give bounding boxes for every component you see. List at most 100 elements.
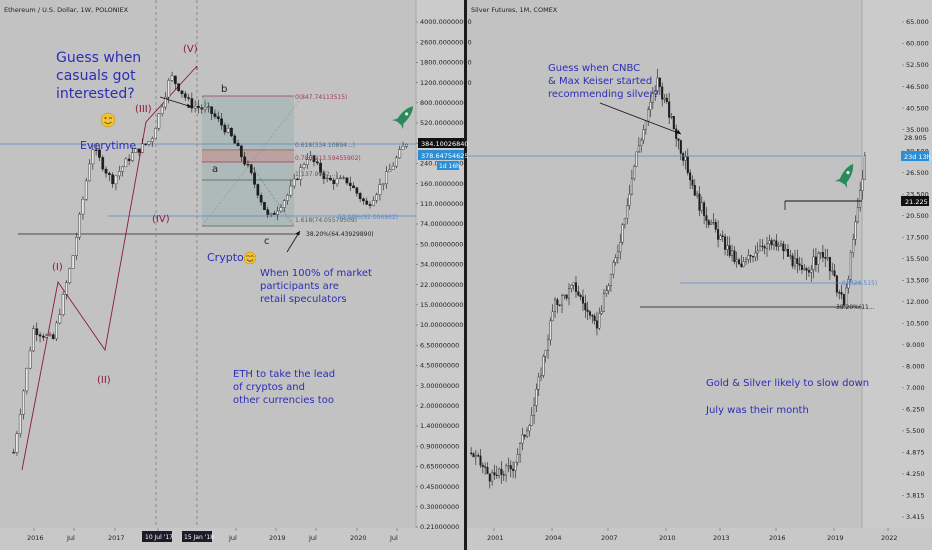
eth-candle-104	[355, 187, 359, 194]
eth-price-candles[interactable]	[12, 71, 408, 456]
left-price-axis[interactable]	[416, 0, 464, 550]
eth-candle-103	[352, 185, 355, 189]
right-y-tick-10: 17.500	[906, 233, 929, 241]
left-y-tick-17: 4.50000000	[420, 362, 459, 370]
left-y-tick-13: 22.00000000	[420, 281, 463, 289]
annotation-market-1: When 100% of market	[260, 268, 372, 279]
eth-candle-81	[279, 207, 283, 212]
eth-candle-36	[131, 152, 134, 161]
silver-candle-21	[519, 443, 522, 455]
silver-candle-94	[689, 172, 692, 181]
eth-candle-21	[81, 198, 85, 215]
silver-candle-132	[777, 244, 780, 247]
annotation-cnbc-1: Guess when CNBC	[548, 63, 640, 74]
eth-candle-113	[385, 171, 388, 184]
left-y-tick-16: 6.50000000	[420, 341, 459, 349]
eth-candle-16	[65, 282, 68, 295]
left-y-tick-25: 0.21000000	[420, 523, 459, 531]
eth-candle-93	[319, 162, 322, 173]
right-y-tick-18: 6.250	[906, 406, 925, 414]
annotation-cnbc-2: & Max Keiser started	[548, 76, 652, 87]
silver-candle-89	[677, 138, 680, 141]
silver-candle-148	[814, 256, 817, 265]
silver-candle-116	[740, 263, 743, 267]
silver-candle-100	[703, 202, 706, 216]
annotation-crypto: Crypto	[207, 251, 244, 264]
silver-candle-139	[793, 258, 796, 267]
right-price-axis[interactable]	[862, 0, 932, 550]
silver-candle-32	[544, 349, 547, 357]
right-y-tick-14: 10.500	[906, 320, 929, 328]
eth-candle-0	[12, 452, 16, 454]
date-marker-jul17[interactable]	[142, 531, 172, 542]
eth-candle-54	[190, 98, 194, 109]
silver-candle-19	[514, 461, 517, 471]
left-y-tick-0: 4000.00000000	[420, 18, 472, 26]
silver-candle-1	[472, 453, 475, 458]
silver-candle-154	[828, 257, 831, 272]
right-y-tick-2: 52.500	[906, 61, 929, 69]
eth-candle-116	[395, 157, 398, 167]
silver-candle-51	[588, 311, 591, 316]
fib-label-50: 50.00%(92.006962)	[338, 214, 398, 221]
right-countdown-tag[interactable]	[901, 151, 929, 161]
eth-candle-15	[61, 294, 65, 316]
eth-candle-98	[335, 178, 339, 185]
silver-candle-16	[507, 465, 510, 467]
silver-candle-108	[721, 235, 724, 237]
wave-label-5: (V)	[183, 44, 198, 55]
wave-label-b: b	[221, 84, 227, 95]
eth-candle-65	[226, 128, 230, 133]
silver-candle-152	[824, 257, 827, 259]
silver-candle-103	[710, 222, 713, 225]
silver-candle-20	[516, 454, 519, 463]
silver-candle-85	[668, 101, 671, 118]
silver-candle-49	[584, 303, 587, 311]
right-symbol-title[interactable]: Silver Futures, 1M, COMEX	[471, 6, 558, 14]
eth-candle-49	[173, 75, 177, 84]
silver-candle-87	[672, 116, 675, 130]
eth-candle-47	[167, 80, 171, 98]
silver-candle-134	[782, 243, 785, 252]
date-marker-jan18[interactable]	[182, 531, 212, 542]
left-y-tick-4: 800.00000000	[420, 99, 468, 107]
silver-candle-157	[835, 275, 838, 293]
left-y-tick-2: 1800.00000000	[420, 59, 472, 67]
eth-candle-75	[259, 195, 263, 203]
silver-candle-121	[752, 255, 755, 258]
silver-candle-106	[717, 229, 720, 240]
silver-candle-50	[586, 309, 589, 312]
silver-candle-27	[533, 405, 536, 416]
left-y-tick-19: 2.00000000	[420, 402, 459, 410]
silver-candle-93	[686, 156, 689, 174]
last-price-tag[interactable]	[418, 138, 464, 148]
eth-candle-58	[203, 107, 207, 110]
eth-candle-27	[101, 157, 105, 170]
silver-price-candles[interactable]	[470, 68, 866, 489]
line-price-tag[interactable]	[418, 150, 464, 160]
eth-candle-62	[216, 116, 220, 119]
eth-candle-3	[22, 390, 25, 415]
silver-candle-83	[663, 97, 666, 100]
eth-candle-94	[322, 172, 326, 179]
pane-divider[interactable]	[464, 0, 467, 550]
silver-candle-13	[500, 468, 503, 475]
elliott-wave-path[interactable]	[21, 65, 198, 471]
eth-candle-2	[18, 414, 22, 434]
silver-candle-56	[600, 311, 603, 314]
eth-candle-111	[378, 184, 382, 195]
right-x-tick-1: 2004	[545, 534, 562, 542]
silver-candle-17	[509, 465, 512, 470]
silver-candle-131	[775, 240, 778, 247]
right-x-tick-5: 2016	[769, 534, 786, 542]
silver-candle-61	[612, 262, 615, 275]
eth-candle-48	[170, 75, 174, 81]
annotation-eth-lead-1: ETH to take the lead	[233, 369, 335, 380]
silver-candle-71	[635, 151, 638, 167]
silver-candle-65	[621, 224, 624, 243]
eth-candle-89	[305, 158, 309, 165]
date-marker-jul17-label: 10 Jul '17	[145, 534, 173, 541]
level-21225-tag[interactable]	[901, 196, 929, 206]
annotation-guess-casuals-1: Guess when	[56, 50, 141, 66]
left-symbol-title[interactable]: Ethereum / U.S. Dollar, 1W, POLONIEX	[4, 6, 129, 14]
